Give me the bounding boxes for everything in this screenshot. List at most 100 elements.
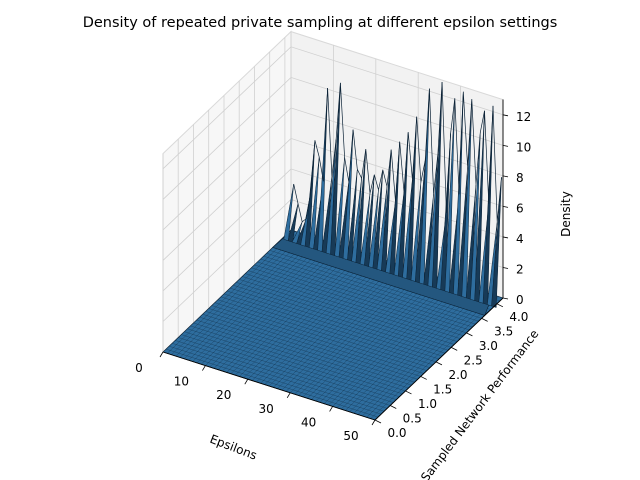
x-tick-label: 20 (216, 388, 231, 402)
density-spike (368, 189, 379, 269)
z-tick (502, 144, 509, 147)
y-tick-label: 3.0 (479, 339, 498, 353)
density-spike (334, 157, 345, 258)
density-spike (440, 133, 451, 292)
density-spike (482, 105, 494, 306)
density-spike (359, 193, 371, 266)
y-tick (466, 332, 473, 337)
z-tick-label: 6 (516, 201, 524, 215)
surface-mesh-line (190, 325, 403, 395)
x-tick (329, 406, 333, 412)
x-tick-label: 0 (135, 361, 143, 375)
density-spike (431, 81, 443, 289)
z-tick-label: 10 (516, 140, 531, 154)
density-spike (347, 169, 358, 262)
density-spike (325, 139, 337, 255)
surface-mesh-line (187, 328, 400, 397)
z-tick-label: 4 (516, 232, 524, 246)
surface-mesh-line (165, 348, 379, 418)
density-spike (461, 99, 473, 299)
z-tick-label: 12 (516, 110, 531, 124)
y-tick (420, 376, 427, 380)
surface-mesh-line (260, 258, 473, 328)
density-spike (283, 183, 294, 242)
surface-mesh-line (193, 322, 406, 392)
z-tick (502, 114, 509, 117)
x-tick (244, 378, 249, 385)
y-tick-label: 4.0 (509, 310, 528, 324)
surface-mesh-line (196, 319, 409, 389)
density-spike (444, 98, 456, 293)
surface-mesh-line (211, 305, 424, 374)
surface-mesh-line (254, 264, 467, 334)
gridline-z (162, 46, 504, 170)
y-tick-label: 0.5 (403, 412, 422, 426)
surface-mesh-line (263, 255, 476, 325)
surface-mesh-line (236, 282, 449, 351)
density-spike (287, 203, 299, 243)
surface-mesh-line (229, 287, 443, 357)
density-spike (351, 178, 362, 263)
x-tick-label: 50 (343, 429, 358, 443)
density-spike (423, 193, 434, 287)
z-tick (502, 206, 509, 208)
surface-mesh-line (205, 311, 418, 380)
surface-mesh-line (199, 316, 412, 386)
density-spike (291, 221, 303, 244)
z-axis-label: Density (559, 191, 573, 237)
density-spike (355, 149, 367, 265)
y-tick (481, 317, 488, 322)
surface-mesh-line (184, 331, 397, 400)
density-spike (364, 174, 375, 268)
surface-mesh-line (257, 261, 470, 331)
surface-mesh-line (214, 302, 427, 371)
y-tick-label: 2.0 (448, 368, 467, 382)
x-tick (159, 351, 164, 358)
gridline-z (162, 137, 504, 261)
density-spike (330, 82, 341, 257)
y-tick (405, 390, 412, 395)
surface-mesh-line (269, 250, 482, 319)
z-tick-label: 8 (516, 171, 524, 185)
surface-mesh-line (169, 346, 382, 415)
z-tick (502, 297, 509, 300)
x-tick-label: 30 (259, 402, 274, 416)
z-tick (502, 267, 509, 269)
surface-mesh-line (208, 308, 421, 377)
surface-mesh-line (245, 273, 458, 342)
x-tick-label: 10 (174, 375, 189, 389)
tick-labels: 0 10 20 30 40 50 0.00.51.01.52.02.53.03.54.0 0 2… (135, 110, 531, 443)
z-tick (502, 175, 509, 178)
surface-mesh-line (223, 293, 437, 363)
density-spike (453, 91, 464, 296)
z-tick-label: 2 (516, 263, 524, 277)
surface-mesh-line (217, 299, 430, 368)
surface-mesh-line (233, 285, 446, 354)
density-spike (308, 156, 320, 250)
z-tick-label: 0 (516, 293, 524, 307)
y-tick-label: 1.5 (433, 382, 452, 396)
surface-mesh-line (178, 337, 391, 406)
density-spike (381, 149, 392, 273)
chart-title: Density of repeated private sampling at … (83, 15, 558, 31)
x-tick (202, 365, 206, 371)
x-tick (371, 419, 376, 426)
density-spike (474, 110, 485, 303)
surface-mesh-line (248, 270, 461, 339)
surface-mesh-line (266, 253, 479, 322)
x-tick (286, 392, 291, 399)
density-spike (376, 186, 388, 272)
surface-mesh-line (181, 334, 394, 403)
y-tick-label: 3.5 (494, 324, 513, 338)
surface-mesh-line (251, 267, 464, 336)
gridline-z (162, 107, 504, 231)
y-tick-label: 2.5 (464, 353, 483, 367)
y-tick (390, 405, 397, 409)
density-spike (372, 169, 384, 270)
surface-mesh-line (239, 279, 452, 348)
surface-mesh-line (220, 296, 433, 365)
surface-mesh-line (226, 290, 440, 360)
density-spike (410, 181, 422, 282)
surface-mesh-line (202, 314, 415, 383)
